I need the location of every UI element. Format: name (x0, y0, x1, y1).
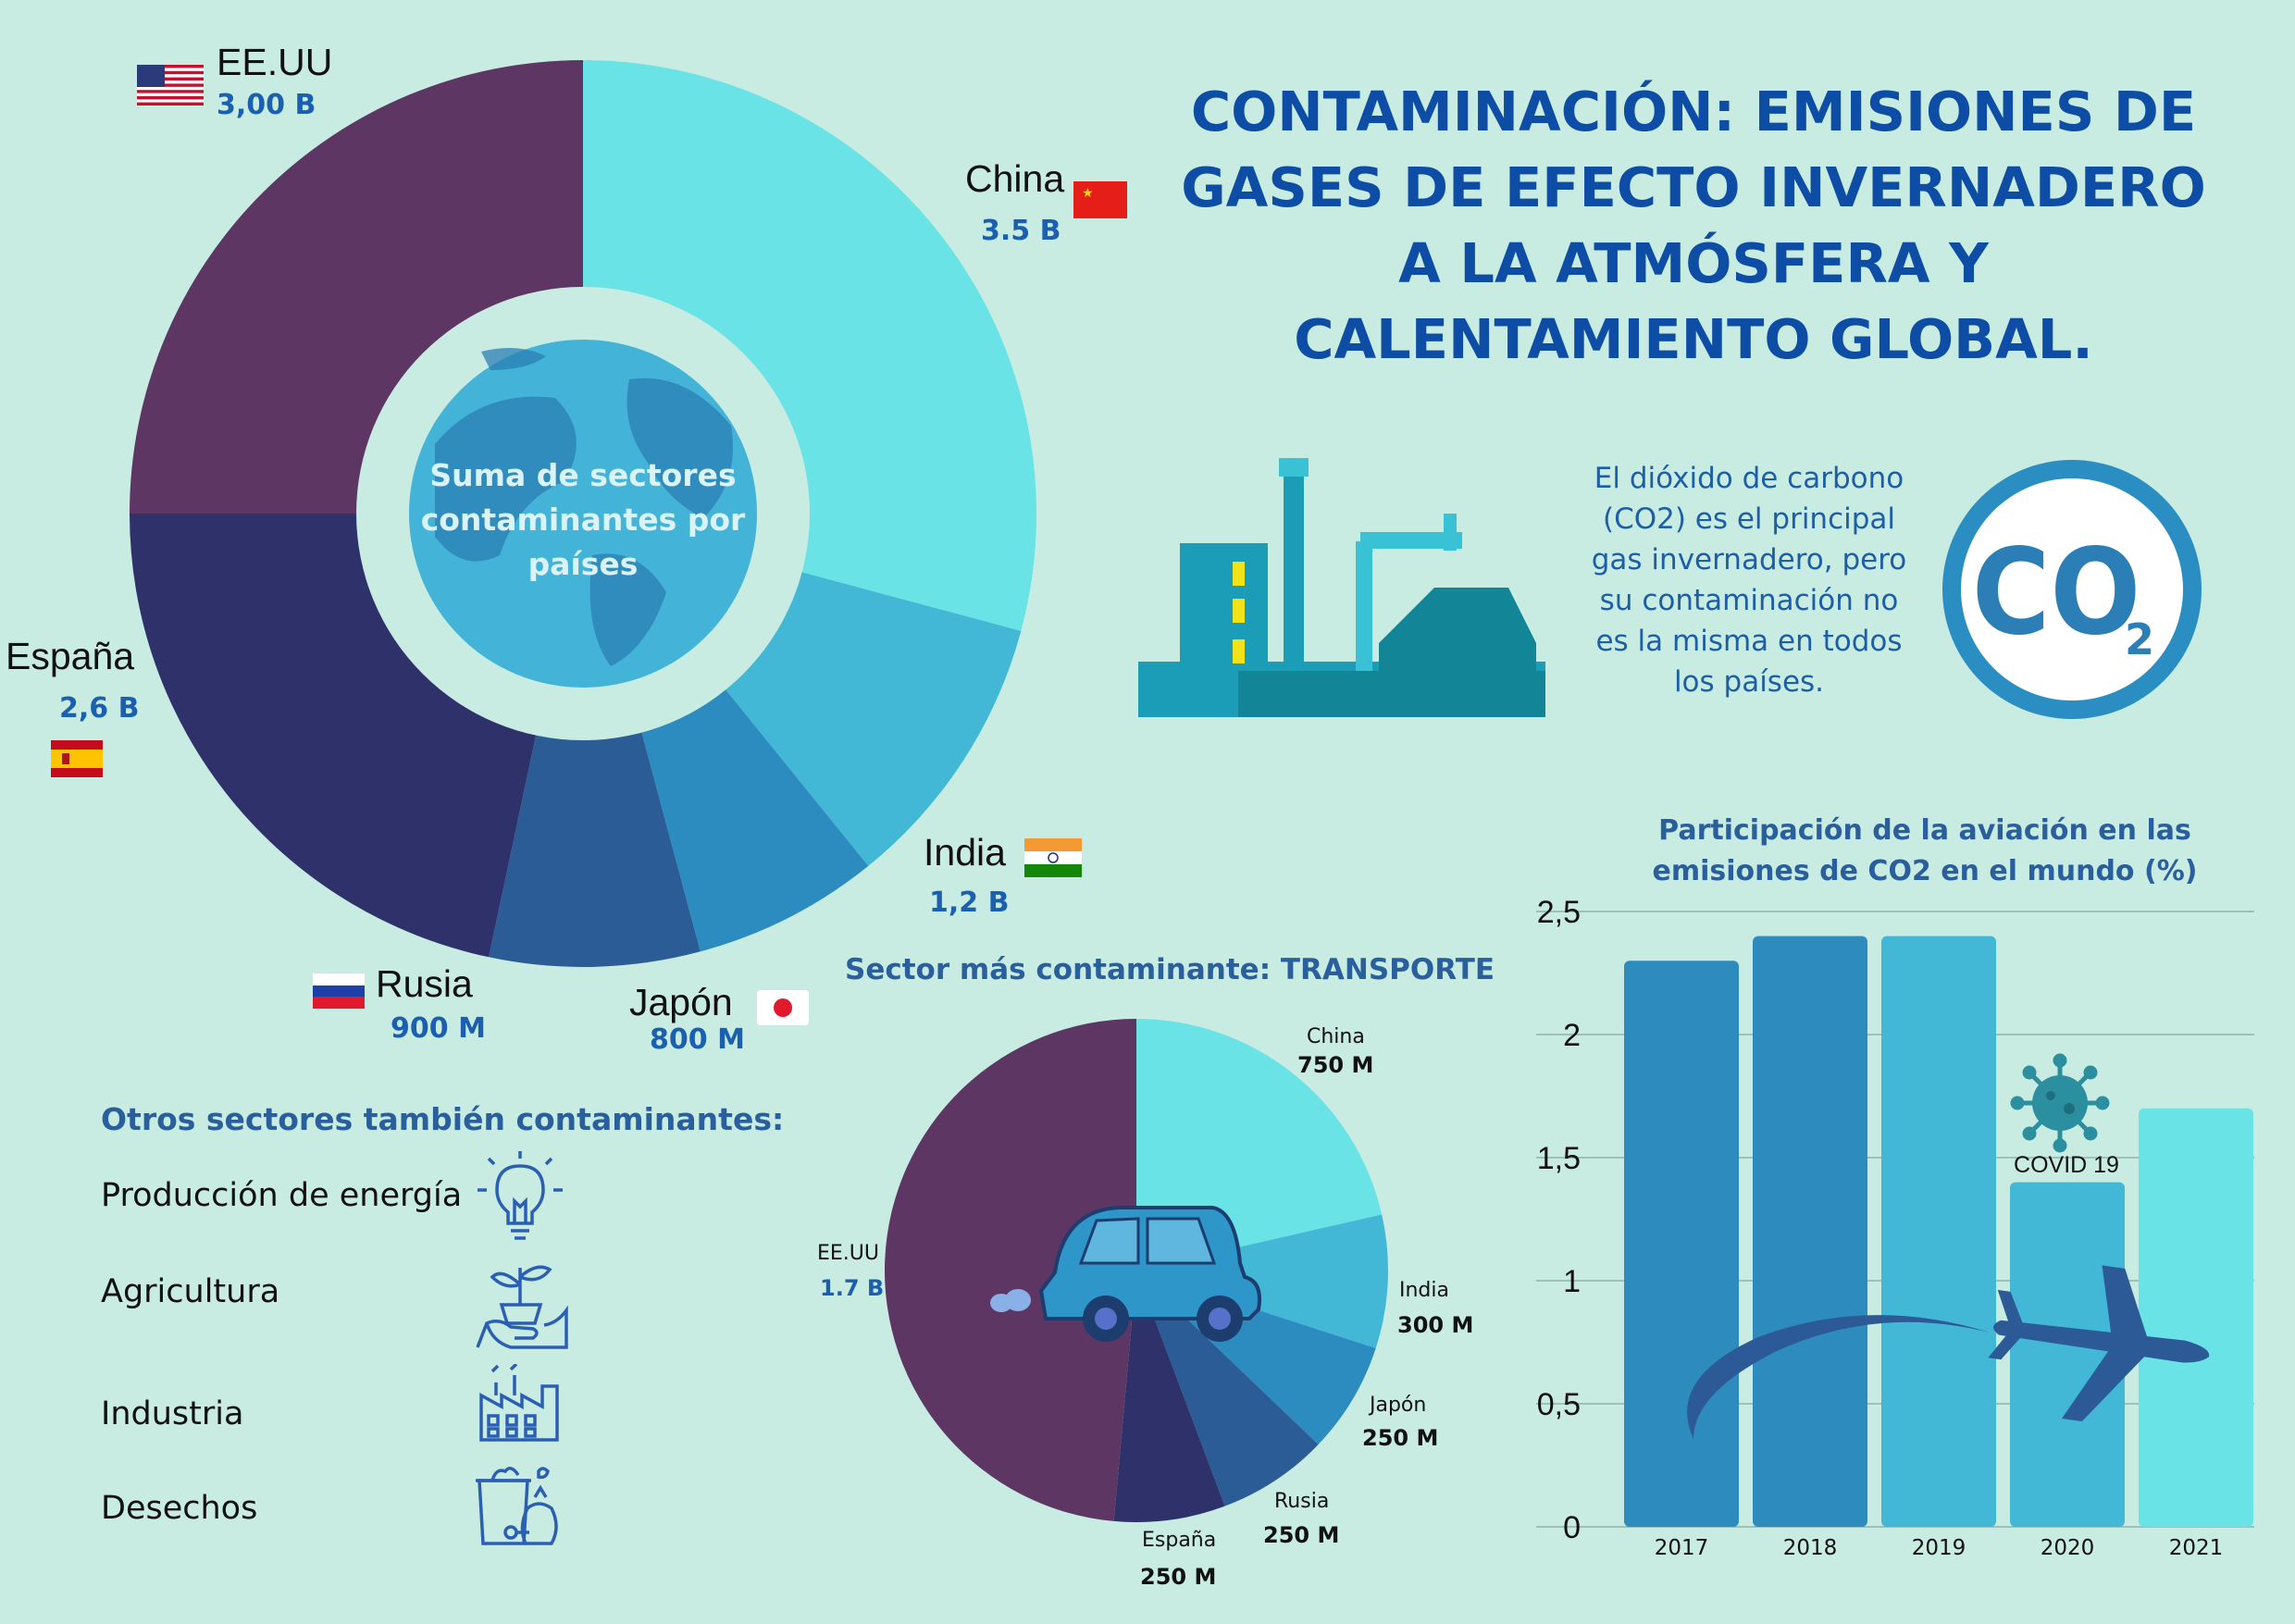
co2-badge-icon: CO 2 (1942, 460, 2202, 719)
sector-industria: Industria (101, 1395, 244, 1432)
industry-icon (479, 1364, 559, 1442)
pie-slice-india (1136, 1214, 1389, 1349)
bar-2018 (1753, 936, 1867, 1527)
y-tick-label: 0,5 (1537, 1387, 1581, 1422)
label-india: India (924, 831, 1006, 874)
pie-slice-rusia (1136, 1271, 1319, 1506)
co2-line-5: es la misma en todos (1595, 625, 1903, 658)
donut-center-label: Suma de sectores contaminantes por paíse… (407, 453, 759, 587)
spain-flag-icon (51, 740, 103, 777)
co2-line-6: los países. (1673, 665, 1825, 699)
bar-2017 (1624, 961, 1739, 1527)
transport-heading: Sector más contaminante: TRANSPORTE (845, 953, 1495, 986)
pie-label-china: China (1307, 1025, 1365, 1048)
value-espana: 2,6 B (59, 692, 140, 725)
airplane-icon (1687, 1265, 2210, 1439)
page-title: CONTAMINACIÓN: EMISIONES DE GASES DE EFE… (1166, 74, 2221, 378)
pie-slice-espaa (1113, 1271, 1225, 1522)
sector-agricultura: Agricultura (101, 1273, 280, 1310)
russia-flag-icon (313, 973, 365, 1009)
co2-line-1: El dióxido de carbono (1594, 462, 1904, 495)
usa-flag-icon (137, 65, 204, 105)
bar-2020 (2010, 1182, 2125, 1527)
sector-desechos: Desechos (101, 1490, 258, 1527)
x-tick-label: 2021 (2169, 1536, 2224, 1560)
x-tick-label: 2019 (1912, 1536, 1966, 1560)
pie-label-eeuu: EE.UU (817, 1242, 879, 1265)
china-flag-icon: ★ (1073, 181, 1127, 218)
globe-icon (409, 340, 757, 688)
value-rusia: 900 M (391, 1012, 486, 1045)
sector-energia: Producción de energía (101, 1177, 463, 1214)
pie-value-espana: 250 M (1140, 1564, 1217, 1590)
title-line-2: GASES DE EFECTO INVERNADERO (1181, 155, 2206, 219)
pie-label-rusia: Rusia (1274, 1490, 1330, 1513)
other-sectors-heading: Otros sectores también contaminantes: (101, 1101, 785, 1137)
factory-icon (1138, 458, 1545, 717)
co2-badge-sub: 2 (2125, 614, 2154, 664)
co2-line-3: gas invernadero, pero (1591, 543, 1907, 576)
title-line-1: CONTAMINACIÓN: EMISIONES DE (1190, 80, 2197, 143)
pie-value-eeuu: 1.7 B (820, 1275, 885, 1301)
pie-label-espana: España (1142, 1529, 1217, 1552)
covid-annotation: COVID 19 (2014, 1152, 2119, 1178)
lightbulb-icon (478, 1151, 563, 1240)
value-india: 1,2 B (929, 886, 1010, 919)
pie-value-japon: 250 M (1362, 1425, 1439, 1451)
pie-label-japon: Japón (1370, 1394, 1427, 1417)
y-tick-label: 2,5 (1537, 895, 1581, 930)
x-tick-label: 2018 (1783, 1536, 1838, 1560)
pie-slice-eeuu (885, 1019, 1136, 1521)
co2-description: El dióxido de carbono (CO2) es el princi… (1564, 458, 1934, 702)
label-japon: Japón (629, 981, 733, 1023)
y-tick-label: 1,5 (1537, 1141, 1581, 1176)
bar-title-line-1: Participación de la aviación en las (1658, 814, 2191, 847)
value-eeuu: 3,00 B (217, 89, 316, 121)
donut-slice-rusia (489, 514, 701, 967)
value-japon: 800 M (650, 1023, 745, 1056)
pie-value-rusia: 250 M (1263, 1522, 1340, 1548)
title-line-3: A LA ATMÓSFERA Y (1398, 231, 1989, 295)
india-flag-icon (1024, 838, 1082, 877)
x-tick-label: 2017 (1655, 1536, 1709, 1560)
pie-value-china: 750 M (1297, 1052, 1374, 1078)
donut-center-line-1: Suma de sectores (429, 457, 737, 493)
x-tick-label: 2020 (2041, 1536, 2095, 1560)
label-china: China (965, 157, 1065, 200)
y-tick-label: 0 (1563, 1510, 1581, 1545)
co2-line-2: (CO2) es el principal (1602, 502, 1896, 536)
car-icon (990, 1206, 1261, 1342)
japan-flag-icon (757, 990, 809, 1025)
plant-in-hand-icon (476, 1265, 568, 1349)
donut-center-line-3: países (527, 546, 639, 582)
bar-chart-title: Participación de la aviación en las emis… (1647, 811, 2202, 892)
bar-rects: 2017 2018 2019 2020 2021 (1624, 936, 2253, 1560)
title-line-4: CALENTAMIENTO GLOBAL. (1294, 307, 2093, 371)
value-china: 3.5 B (981, 215, 1061, 247)
co2-badge-text: CO (1972, 524, 2140, 662)
pie-value-india: 300 M (1397, 1312, 1474, 1338)
pie-label-india: India (1399, 1279, 1449, 1302)
bar-2021 (2139, 1108, 2253, 1527)
virus-icon (2010, 1053, 2110, 1153)
donut-center-line-2: contaminantes por (420, 502, 746, 538)
y-tick-label: 1 (1563, 1264, 1581, 1299)
label-espana: España (6, 635, 135, 677)
svg-text:★: ★ (1082, 185, 1094, 200)
label-eeuu: EE.UU (217, 41, 333, 83)
bar-title-line-2: emisiones de CO2 en el mundo (%) (1652, 855, 2198, 887)
waste-bin-icon (476, 1467, 558, 1545)
bar-2019 (1881, 936, 1996, 1527)
y-tick-label: 2 (1563, 1018, 1581, 1053)
label-rusia: Rusia (376, 962, 473, 1005)
co2-line-4: su contaminación no (1599, 584, 1899, 617)
